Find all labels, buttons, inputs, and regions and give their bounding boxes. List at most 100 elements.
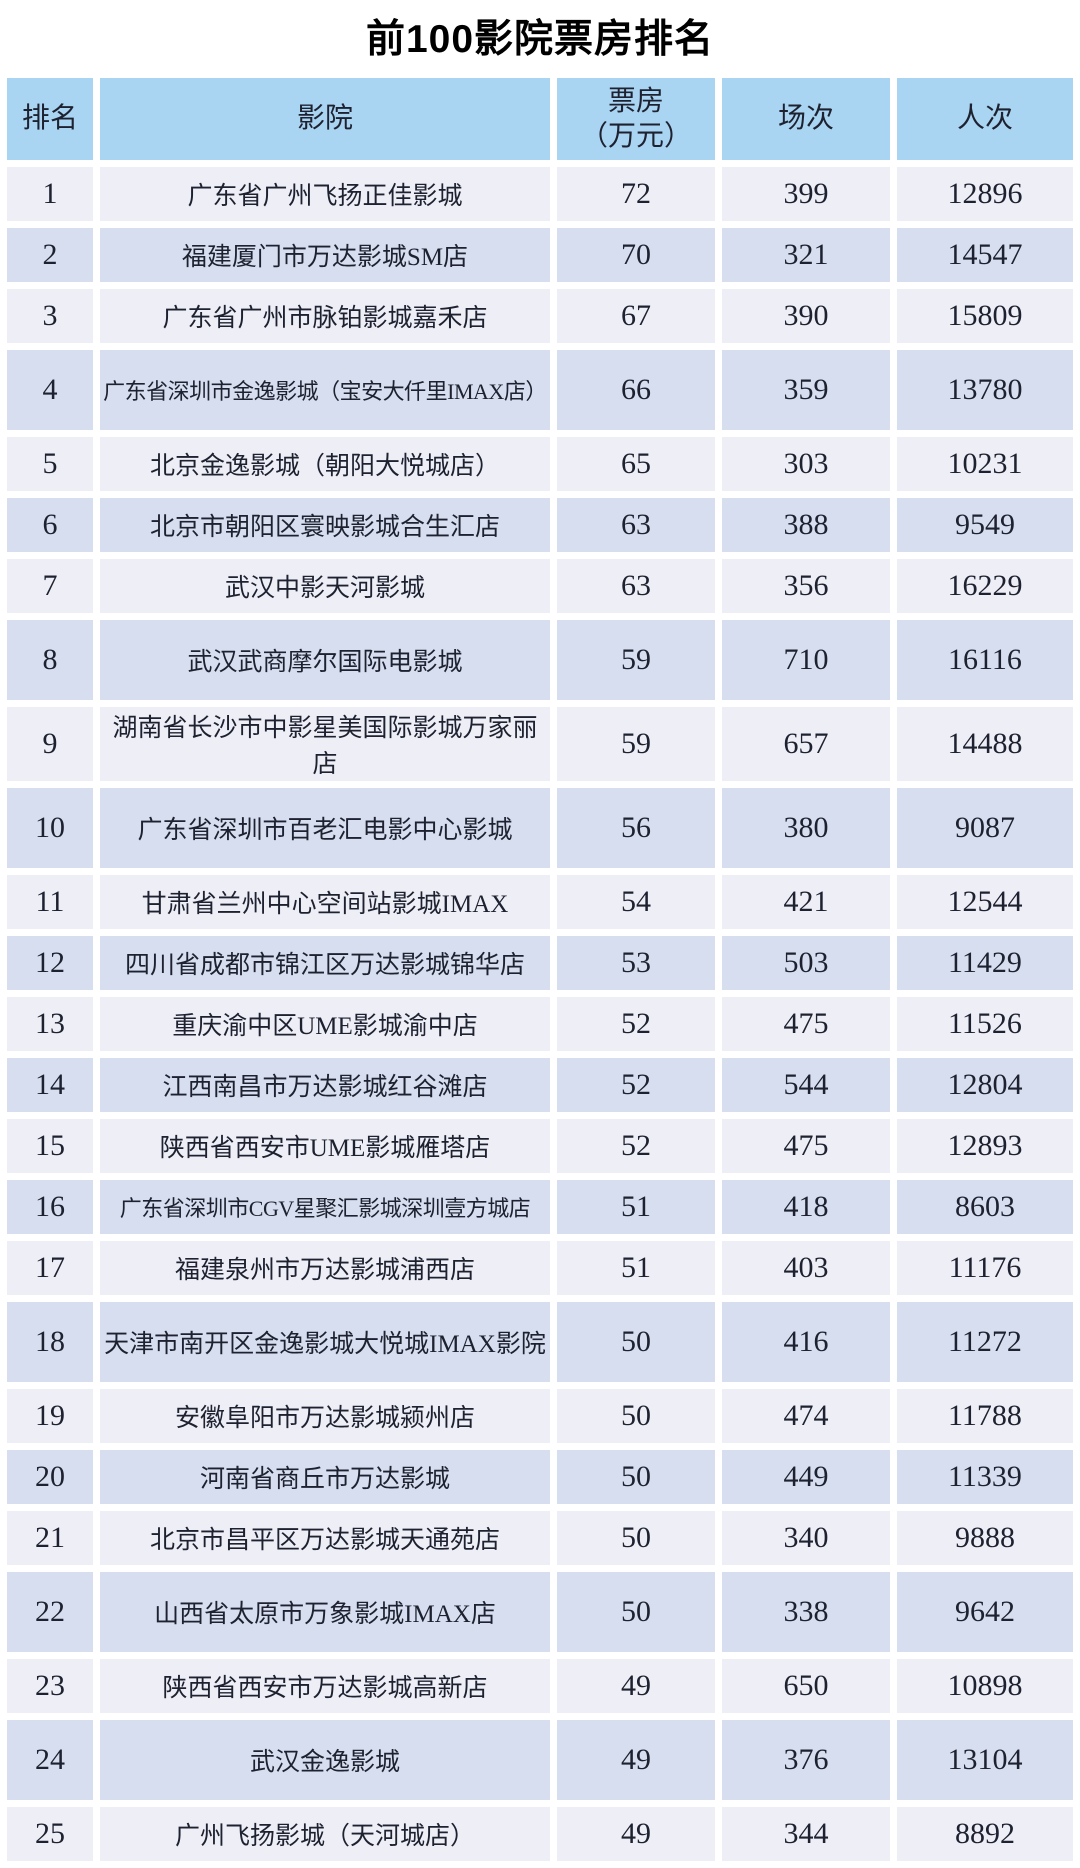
attendance-cell: 9642 (897, 1571, 1073, 1652)
rank-cell: 9 (7, 706, 93, 781)
table-row: 20 河南省商丘市万达影城 50 449 11339 (7, 1449, 1073, 1504)
table-row: 10 广东省深圳市百老汇电影中心影城 56 380 9087 (7, 787, 1073, 868)
cinema-cell: 河南省商丘市万达影城 (100, 1449, 550, 1504)
sessions-cell: 303 (722, 436, 890, 491)
sessions-cell: 710 (722, 619, 890, 700)
table-row: 3 广东省广州市脉铂影城嘉禾店 67 390 15809 (7, 288, 1073, 343)
column-header-boxoffice: 票房 （万元） (557, 77, 715, 160)
attendance-cell: 12804 (897, 1057, 1073, 1112)
boxoffice-cell: 49 (557, 1658, 715, 1713)
boxoffice-cell: 59 (557, 619, 715, 700)
attendance-cell: 12544 (897, 874, 1073, 929)
table-row: 16 广东省深圳市CGV星聚汇影城深圳壹方城店 51 418 8603 (7, 1179, 1073, 1234)
sessions-cell: 475 (722, 996, 890, 1051)
sessions-cell: 657 (722, 706, 890, 781)
table-body: 1 广东省广州飞扬正佳影城 72 399 12896 2 福建厦门市万达影城SM店 70 321… (7, 166, 1073, 1861)
boxoffice-cell: 63 (557, 497, 715, 552)
cinema-cell: 山西省太原市万象影城IMAX店 (100, 1571, 550, 1652)
cinema-cell: 湖南省长沙市中影星美国际影城万家丽店 (100, 706, 550, 781)
rank-cell: 16 (7, 1179, 93, 1234)
boxoffice-cell: 65 (557, 436, 715, 491)
cinema-cell: 天津市南开区金逸影城大悦城IMAX影院 (100, 1301, 550, 1382)
sessions-cell: 399 (722, 166, 890, 221)
rank-cell: 12 (7, 935, 93, 990)
attendance-cell: 9549 (897, 497, 1073, 552)
cinema-cell: 广东省深圳市金逸影城（宝安大仟里IMAX店） (100, 349, 550, 430)
cinema-cell: 福建厦门市万达影城SM店 (100, 227, 550, 282)
rank-cell: 24 (7, 1719, 93, 1800)
attendance-cell: 8892 (897, 1806, 1073, 1861)
rank-cell: 21 (7, 1510, 93, 1565)
boxoffice-cell: 67 (557, 288, 715, 343)
sessions-cell: 321 (722, 227, 890, 282)
attendance-cell: 13104 (897, 1719, 1073, 1800)
attendance-cell: 14488 (897, 706, 1073, 781)
boxoffice-cell: 52 (557, 1057, 715, 1112)
sessions-cell: 388 (722, 497, 890, 552)
sessions-cell: 503 (722, 935, 890, 990)
table-row: 24 武汉金逸影城 49 376 13104 (7, 1719, 1073, 1800)
table-row: 13 重庆渝中区UME影城渝中店 52 475 11526 (7, 996, 1073, 1051)
table-header-row: 排名 影院 票房 （万元） 场次 人次 (7, 77, 1073, 160)
attendance-cell: 12893 (897, 1118, 1073, 1173)
attendance-cell: 8603 (897, 1179, 1073, 1234)
rank-cell: 15 (7, 1118, 93, 1173)
table-row: 14 江西南昌市万达影城红谷滩店 52 544 12804 (7, 1057, 1073, 1112)
column-header-sessions: 场次 (722, 77, 890, 160)
sessions-cell: 416 (722, 1301, 890, 1382)
boxoffice-cell: 51 (557, 1240, 715, 1295)
cinema-cell: 北京市朝阳区寰映影城合生汇店 (100, 497, 550, 552)
sessions-cell: 544 (722, 1057, 890, 1112)
attendance-cell: 13780 (897, 349, 1073, 430)
cinema-cell: 福建泉州市万达影城浦西店 (100, 1240, 550, 1295)
attendance-cell: 11339 (897, 1449, 1073, 1504)
attendance-cell: 11272 (897, 1301, 1073, 1382)
table-row: 1 广东省广州飞扬正佳影城 72 399 12896 (7, 166, 1073, 221)
table-row: 11 甘肃省兰州中心空间站影城IMAX 54 421 12544 (7, 874, 1073, 929)
attendance-cell: 12896 (897, 166, 1073, 221)
boxoffice-cell: 51 (557, 1179, 715, 1234)
table-row: 8 武汉武商摩尔国际电影城 59 710 16116 (7, 619, 1073, 700)
rank-cell: 17 (7, 1240, 93, 1295)
sessions-cell: 475 (722, 1118, 890, 1173)
attendance-cell: 15809 (897, 288, 1073, 343)
attendance-cell: 9888 (897, 1510, 1073, 1565)
table-row: 17 福建泉州市万达影城浦西店 51 403 11176 (7, 1240, 1073, 1295)
sessions-cell: 356 (722, 558, 890, 613)
cinema-cell: 北京市昌平区万达影城天通苑店 (100, 1510, 550, 1565)
boxoffice-cell: 53 (557, 935, 715, 990)
boxoffice-cell: 54 (557, 874, 715, 929)
boxoffice-cell: 52 (557, 996, 715, 1051)
boxoffice-cell: 49 (557, 1719, 715, 1800)
rank-cell: 18 (7, 1301, 93, 1382)
cinema-cell: 北京金逸影城（朝阳大悦城店） (100, 436, 550, 491)
attendance-cell: 9087 (897, 787, 1073, 868)
sessions-cell: 474 (722, 1388, 890, 1443)
table-row: 15 陕西省西安市UME影城雁塔店 52 475 12893 (7, 1118, 1073, 1173)
cinema-cell: 武汉中影天河影城 (100, 558, 550, 613)
boxoffice-cell: 50 (557, 1388, 715, 1443)
cinema-cell: 江西南昌市万达影城红谷滩店 (100, 1057, 550, 1112)
table-row: 21 北京市昌平区万达影城天通苑店 50 340 9888 (7, 1510, 1073, 1565)
sessions-cell: 449 (722, 1449, 890, 1504)
cinema-cell: 广东省深圳市CGV星聚汇影城深圳壹方城店 (100, 1179, 550, 1234)
attendance-cell: 10898 (897, 1658, 1073, 1713)
rank-cell: 6 (7, 497, 93, 552)
table-row: 4 广东省深圳市金逸影城（宝安大仟里IMAX店） 66 359 13780 (7, 349, 1073, 430)
cinema-cell: 广东省深圳市百老汇电影中心影城 (100, 787, 550, 868)
cinema-cell: 广东省广州飞扬正佳影城 (100, 166, 550, 221)
boxoffice-cell: 50 (557, 1510, 715, 1565)
rank-cell: 23 (7, 1658, 93, 1713)
rank-cell: 11 (7, 874, 93, 929)
sessions-cell: 650 (722, 1658, 890, 1713)
boxoffice-cell: 70 (557, 227, 715, 282)
table-row: 12 四川省成都市锦江区万达影城锦华店 53 503 11429 (7, 935, 1073, 990)
rank-cell: 19 (7, 1388, 93, 1443)
rank-cell: 14 (7, 1057, 93, 1112)
rank-cell: 20 (7, 1449, 93, 1504)
boxoffice-cell: 52 (557, 1118, 715, 1173)
rank-cell: 5 (7, 436, 93, 491)
sessions-cell: 359 (722, 349, 890, 430)
cinema-cell: 甘肃省兰州中心空间站影城IMAX (100, 874, 550, 929)
cinema-cell: 广东省广州市脉铂影城嘉禾店 (100, 288, 550, 343)
